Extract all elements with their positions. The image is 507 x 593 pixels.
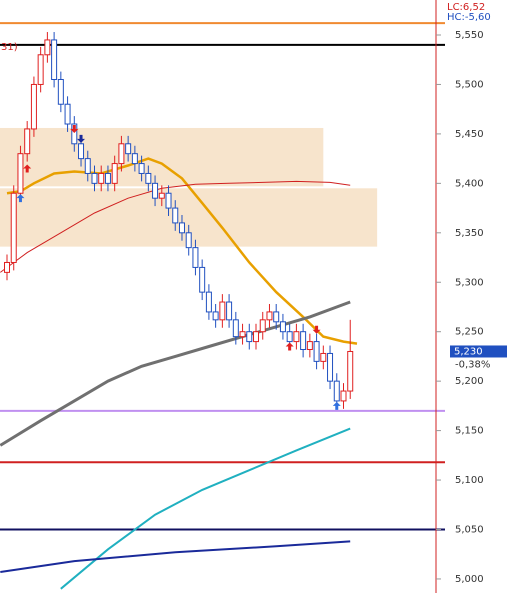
candle-body xyxy=(306,341,313,351)
indicator-line xyxy=(0,540,351,573)
y-tick-label: 5,300 xyxy=(455,277,484,288)
lc-label: LC:6,52 xyxy=(447,2,485,13)
candle-body xyxy=(10,192,17,263)
y-tick-label: 5,150 xyxy=(455,426,484,437)
last-price-box xyxy=(450,345,507,358)
candle-body xyxy=(37,54,44,85)
candle-body xyxy=(125,143,132,155)
y-tick-label: 5,500 xyxy=(455,79,484,90)
indicator-line xyxy=(6,157,358,345)
candle-body xyxy=(57,79,64,105)
candle-body xyxy=(347,350,354,392)
candle-body xyxy=(84,158,91,174)
candle-body xyxy=(71,123,78,145)
candle-body xyxy=(4,261,10,273)
candle-body xyxy=(226,301,233,321)
signal-arrow xyxy=(16,194,25,203)
candle-body xyxy=(178,222,185,234)
candle-body xyxy=(313,341,320,362)
change-label: -0,38% xyxy=(455,359,490,370)
candle-body xyxy=(165,192,172,209)
candle-body xyxy=(51,39,58,81)
candle-body xyxy=(293,331,300,343)
candle-body xyxy=(219,301,226,321)
signal-arrow xyxy=(23,164,32,173)
indicator-line xyxy=(0,180,351,273)
signal-arrow xyxy=(77,134,86,143)
signal-arrow xyxy=(285,342,294,351)
last-price-label: 5,230 xyxy=(454,346,483,357)
candle-body xyxy=(104,172,111,184)
candle-body xyxy=(259,319,266,333)
candle-body xyxy=(30,83,37,130)
signal-arrow xyxy=(70,124,79,133)
candle-body xyxy=(273,311,280,323)
indicator-line xyxy=(60,427,351,590)
candle-body xyxy=(111,163,118,184)
candle-body xyxy=(212,311,219,321)
candle-body xyxy=(192,247,199,268)
candle-body xyxy=(91,172,98,184)
candle-body xyxy=(279,321,286,333)
candle-body xyxy=(333,380,340,402)
candle-body xyxy=(205,291,212,313)
y-tick-label: 5,400 xyxy=(455,178,484,189)
y-tick-label: 5,050 xyxy=(455,525,484,536)
candle-body xyxy=(131,153,138,165)
candle-body xyxy=(24,128,31,155)
candle-body xyxy=(172,207,179,224)
candle-body xyxy=(253,331,260,343)
candle-body xyxy=(327,352,334,382)
candle-body xyxy=(239,331,246,338)
signal-arrow xyxy=(312,325,321,334)
candle-body xyxy=(145,172,152,184)
candle-body xyxy=(185,232,192,249)
candle-body xyxy=(78,143,85,160)
candle-body xyxy=(64,103,71,125)
indicator-line xyxy=(0,300,351,447)
y-tick-label: 5,000 xyxy=(455,574,484,585)
candle-body xyxy=(246,331,253,343)
y-tick-label: 5,550 xyxy=(455,30,484,41)
y-tick-label: 5,350 xyxy=(455,228,484,239)
candle-body xyxy=(44,39,51,56)
candle-body xyxy=(138,163,145,174)
candle-body xyxy=(98,172,105,184)
y-tick-label: 5,200 xyxy=(455,376,484,387)
candle-body xyxy=(199,266,206,293)
candle-body xyxy=(286,331,293,343)
candle-body xyxy=(152,182,159,199)
hc-label: HC:-5,60 xyxy=(447,12,491,23)
zone xyxy=(0,127,324,187)
signal-arrow xyxy=(332,401,341,410)
candle-body xyxy=(17,153,24,194)
candle-body xyxy=(320,352,327,362)
candle-body xyxy=(340,390,347,402)
candle-body xyxy=(118,143,125,165)
y-tick-label: 5,450 xyxy=(455,129,484,140)
candle-body xyxy=(158,192,165,199)
corner-label: 31) xyxy=(1,42,18,53)
y-tick-label: 5,100 xyxy=(455,475,484,486)
candle-body xyxy=(266,311,273,321)
plot-area xyxy=(0,22,445,590)
candle-body xyxy=(232,319,239,338)
candle-body xyxy=(300,331,307,351)
y-tick-label: 5,250 xyxy=(455,327,484,338)
